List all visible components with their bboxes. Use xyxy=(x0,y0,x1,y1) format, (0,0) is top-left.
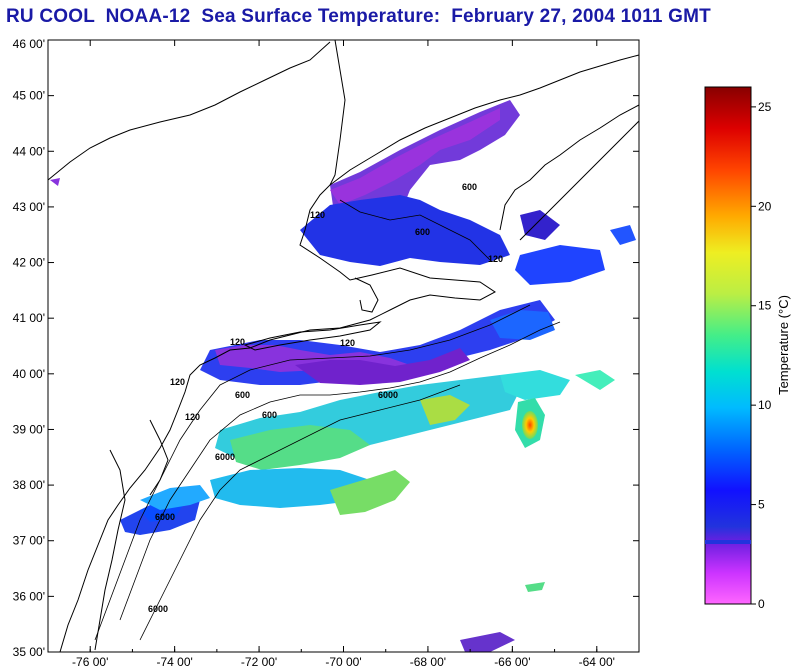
contour-120m xyxy=(94,304,531,641)
contour-label: 6000 xyxy=(215,452,235,462)
lon-tick-label: -72 00' xyxy=(241,655,277,669)
sst-patch-sw-cyan xyxy=(140,485,210,510)
lat-tick-label: 36 00' xyxy=(13,589,45,603)
sst-data-layer xyxy=(50,100,636,652)
contour-label: 120 xyxy=(185,412,200,422)
colorbar-tick-label: 20 xyxy=(758,199,772,213)
longitude-axis: -76 00' -74 00' -72 00' -70 00' -68 00' -66 0… xyxy=(47,40,640,669)
colorbar-tick-label: 25 xyxy=(758,100,772,114)
latitude-axis: 35 00' 36 00' 37 00' 38 00' 39 00' 40 00' 41 0… xyxy=(13,37,639,659)
lat-tick-label: 37 00' xyxy=(13,534,45,548)
lat-tick-label: 35 00' xyxy=(13,645,45,659)
coastline-east-coast xyxy=(48,40,496,652)
contour-label: 600 xyxy=(235,390,250,400)
contour-label: 6000 xyxy=(148,604,168,614)
sst-patch-long-island-purple xyxy=(295,348,470,385)
colorbar-tick-label: 0 xyxy=(758,597,765,611)
sst-patch-35n xyxy=(460,632,515,652)
sst-patch-scotian-shelf xyxy=(610,225,636,245)
sst-patch-south-green xyxy=(330,470,410,515)
colorbar-tick-label: 15 xyxy=(758,299,772,313)
contour-label: 6000 xyxy=(378,390,398,400)
contour-label: 600 xyxy=(462,182,477,192)
contour-label: 6000 xyxy=(155,512,175,522)
bathymetry-contours xyxy=(94,199,561,641)
colorbar-tick-label: 5 xyxy=(758,498,765,512)
lat-tick-label: 43 00' xyxy=(13,200,45,214)
lat-tick-label: 46 00' xyxy=(13,37,45,51)
colorbar-band xyxy=(705,540,751,544)
sst-patch-georges-bank-north xyxy=(515,245,605,285)
lon-tick-label: -66 00' xyxy=(494,655,530,669)
lon-tick-label: -74 00' xyxy=(156,655,192,669)
colorbar-ticks: 0 5 10 15 20 25 xyxy=(751,100,772,611)
sst-patch-south-cyan xyxy=(210,468,370,508)
lat-tick-label: 44 00' xyxy=(13,144,45,158)
lat-tick-label: 41 00' xyxy=(13,311,45,325)
colorbar: 0 5 10 15 20 25 Temperature (°C) xyxy=(704,86,791,611)
lat-tick-label: 38 00' xyxy=(13,478,45,492)
contour-6000m xyxy=(139,384,461,641)
colorbar-tick-label: 10 xyxy=(758,398,772,412)
sst-patch-far-east xyxy=(575,370,615,390)
lon-tick-label: -70 00' xyxy=(325,655,361,669)
coastline-nova-scotia xyxy=(499,104,639,241)
lat-tick-label: 39 00' xyxy=(13,422,45,436)
lon-tick-label: -64 00' xyxy=(579,655,615,669)
contour-label: 120 xyxy=(310,210,325,220)
contour-label: 600 xyxy=(415,227,430,237)
sst-warm-core xyxy=(522,411,538,439)
lon-tick-label: -76 00' xyxy=(72,655,108,669)
lat-tick-label: 42 00' xyxy=(13,256,45,270)
map-title: RU COOL NOAA-12 Sea Surface Temperature:… xyxy=(6,6,711,27)
sst-patch-georges-bank xyxy=(490,310,555,340)
contour-label: 120 xyxy=(488,254,503,264)
contour-label: 120 xyxy=(230,337,245,347)
sst-patch-maine-coast xyxy=(330,108,500,205)
sst-patch-36n xyxy=(525,582,545,592)
coastline-delaware xyxy=(149,419,169,496)
contour-label: 120 xyxy=(340,338,355,348)
lat-tick-label: 40 00' xyxy=(13,367,45,381)
sst-patch-yellowgreen xyxy=(420,395,470,425)
lon-tick-label: -68 00' xyxy=(410,655,446,669)
coastline xyxy=(48,40,639,652)
colorbar-gradient xyxy=(704,86,752,605)
contour-gulf-basin xyxy=(339,199,491,261)
contour-label: 600 xyxy=(262,410,277,420)
sst-patch-slope-green xyxy=(230,425,370,470)
sst-patch-bay-of-fundy xyxy=(520,210,560,240)
contour-600m xyxy=(119,321,561,621)
sst-patch-gulf-blue xyxy=(300,195,510,266)
coastline-long-island xyxy=(243,321,382,351)
sst-patch-43n-west xyxy=(50,178,60,186)
coastline-maine xyxy=(329,54,639,186)
sst-patch-east-cyan xyxy=(500,370,570,400)
contour-labels: 120 600 120 600 120 120 600 6000 6000 60… xyxy=(148,182,503,614)
colorbar-label: Temperature (°C) xyxy=(776,295,791,395)
contour-label: 120 xyxy=(170,377,185,387)
coastline-chesapeake xyxy=(94,449,126,651)
coastline-cape-cod xyxy=(354,277,379,313)
lat-tick-label: 45 00' xyxy=(13,89,45,103)
